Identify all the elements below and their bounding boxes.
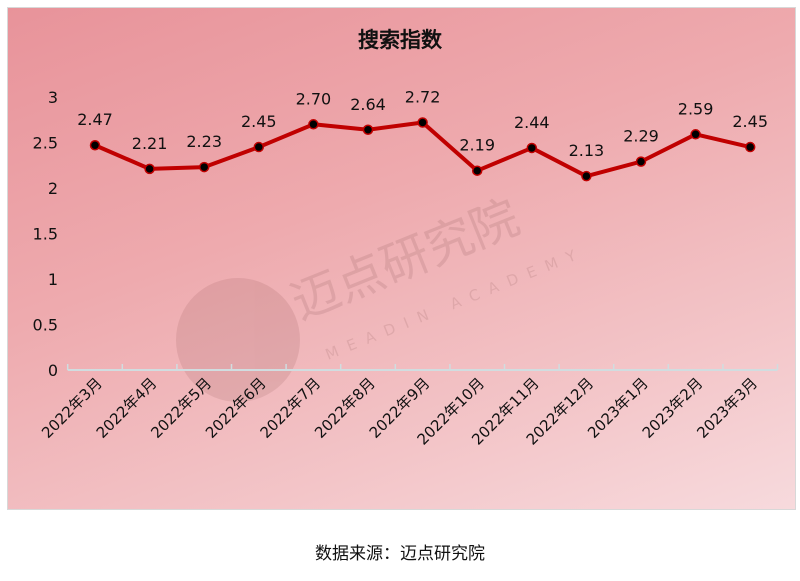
y-tick-label: 3 (48, 88, 58, 107)
data-point (690, 129, 701, 140)
data-point (744, 141, 756, 153)
watermark-name: 迈点研究院 (284, 189, 528, 331)
data-point (635, 156, 647, 167)
data-label: 2.64 (350, 95, 386, 114)
data-point (308, 119, 319, 130)
y-tick-label: 0 (48, 361, 58, 380)
y-tick-label: 0.5 (33, 316, 58, 335)
data-label: 2.13 (569, 141, 605, 160)
y-tick-label: 1.5 (33, 225, 58, 244)
data-point (526, 142, 538, 154)
data-label: 2.72 (405, 87, 441, 106)
data-point (89, 139, 101, 151)
y-tick-label: 1 (48, 270, 58, 289)
y-tick-label: 2 (48, 179, 58, 198)
data-label: 2.44 (514, 113, 550, 132)
data-label: 2.59 (678, 99, 714, 118)
data-label: 2.21 (132, 134, 168, 153)
data-point (471, 165, 483, 176)
y-tick-label: 2.5 (33, 134, 58, 153)
chart-area (7, 7, 796, 510)
data-label: 2.29 (623, 127, 659, 146)
data-label: 2.45 (732, 112, 768, 131)
data-point (253, 141, 265, 153)
data-point (362, 124, 374, 136)
chart-title: 搜索指数 (358, 28, 443, 52)
data-point (198, 161, 210, 173)
data-source: 数据来源：迈点研究院 (315, 544, 485, 564)
data-point (417, 117, 428, 128)
data-point (581, 170, 592, 182)
data-label: 2.23 (186, 132, 222, 151)
data-label: 2.45 (241, 112, 277, 131)
data-label: 2.19 (459, 136, 495, 155)
data-point (144, 163, 155, 175)
data-label: 2.47 (77, 110, 113, 129)
data-label: 2.70 (296, 89, 332, 108)
